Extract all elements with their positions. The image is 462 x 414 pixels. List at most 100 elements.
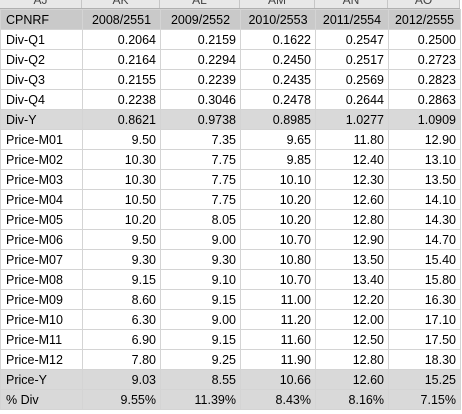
row-label: Price-M12: [0, 349, 83, 370]
cell: 10.30: [82, 169, 161, 190]
header-row: CPNRF 2008/2551 2009/2552 2010/2553 2011/255…: [0, 9, 461, 30]
cell: 11.90: [240, 349, 316, 370]
cell: 12.90: [315, 229, 389, 250]
cell: 11.00: [240, 289, 316, 310]
column-header-strip: AJ AK AL AM AN AO: [0, 0, 460, 9]
table-row: Div-Q3 0.2155 0.2239 0.2435 0.2569 0.2823: [0, 69, 461, 90]
header-cell: 2010/2553: [240, 9, 316, 30]
cell: 10.66: [240, 369, 316, 390]
cell: 10.20: [240, 209, 316, 230]
cell: 9.15: [160, 289, 241, 310]
cell: 9.00: [160, 229, 241, 250]
row-label: Price-M10: [0, 309, 83, 330]
cell: 12.80: [315, 349, 389, 370]
header-cell: 2008/2551: [82, 9, 161, 30]
cell: 15.40: [388, 249, 461, 270]
cell: 9.50: [82, 229, 161, 250]
cell: 11.39%: [160, 389, 241, 410]
cell: 7.75: [160, 149, 241, 170]
cell: 9.10: [160, 269, 241, 290]
row-label: Price-M08: [0, 269, 83, 290]
cell: 0.3046: [160, 89, 241, 110]
cell: 0.2517: [315, 49, 389, 70]
cell: 12.80: [315, 209, 389, 230]
cell: 0.2435: [240, 69, 316, 90]
cell: 0.2155: [82, 69, 161, 90]
row-label: Price-M09: [0, 289, 83, 310]
column-letter: AO: [388, 0, 460, 8]
cell: 0.2723: [388, 49, 461, 70]
row-label: Price-M02: [0, 149, 83, 170]
cell: 9.50: [82, 129, 161, 150]
cell: 0.2863: [388, 89, 461, 110]
table-row: Price-M08 9.15 9.10 10.70 13.40 15.80: [0, 269, 461, 290]
cell: 10.20: [240, 189, 316, 210]
row-label: Price-M06: [0, 229, 83, 250]
cell: 18.30: [388, 349, 461, 370]
cell: 15.25: [388, 369, 461, 390]
table-row: Price-M12 7.80 9.25 11.90 12.80 18.30: [0, 349, 461, 370]
cell: 14.30: [388, 209, 461, 230]
cell: 10.20: [82, 209, 161, 230]
row-label: Price-M01: [0, 129, 83, 150]
cell: 12.60: [315, 369, 389, 390]
cell: 10.70: [240, 269, 316, 290]
row-label: Price-M05: [0, 209, 83, 230]
column-letter: AM: [240, 0, 315, 8]
cell: 7.75: [160, 189, 241, 210]
cell: 12.00: [315, 309, 389, 330]
cell: 7.35: [160, 129, 241, 150]
cell: 9.00: [160, 309, 241, 330]
cell: 0.2569: [315, 69, 389, 90]
cell: 9.25: [160, 349, 241, 370]
cell: 0.2159: [160, 29, 241, 50]
cell: 14.70: [388, 229, 461, 250]
cell: 0.2450: [240, 49, 316, 70]
cell: 9.15: [160, 329, 241, 350]
cell: 0.2064: [82, 29, 161, 50]
table-row: Price-Y 9.03 8.55 10.66 12.60 15.25: [0, 369, 461, 390]
row-label: Price-M11: [0, 329, 83, 350]
row-label: Price-M03: [0, 169, 83, 190]
cell: 9.30: [160, 249, 241, 270]
cell: 6.90: [82, 329, 161, 350]
column-letter: AK: [82, 0, 160, 8]
row-label: Price-M07: [0, 249, 83, 270]
cell: 11.80: [315, 129, 389, 150]
cell: 11.60: [240, 329, 316, 350]
table-row: Price-M10 6.30 9.00 11.20 12.00 17.10: [0, 309, 461, 330]
cell: 1.0277: [315, 109, 389, 130]
cell: 0.2547: [315, 29, 389, 50]
cell: 12.40: [315, 149, 389, 170]
cell: 9.03: [82, 369, 161, 390]
header-label: CPNRF: [0, 9, 83, 30]
cell: 16.30: [388, 289, 461, 310]
row-label: Div-Q2: [0, 49, 83, 70]
cell: 9.55%: [82, 389, 161, 410]
table-row: Price-M02 10.30 7.75 9.85 12.40 13.10: [0, 149, 461, 170]
table-row: Price-M07 9.30 9.30 10.80 13.50 15.40: [0, 249, 461, 270]
table-row: Div-Q2 0.2164 0.2294 0.2450 0.2517 0.2723: [0, 49, 461, 70]
cell: 13.50: [315, 249, 389, 270]
header-cell: 2011/2554: [315, 9, 389, 30]
cell: 13.10: [388, 149, 461, 170]
cell: 13.40: [315, 269, 389, 290]
cell: 14.10: [388, 189, 461, 210]
cell: 6.30: [82, 309, 161, 330]
cell: 7.15%: [388, 389, 461, 410]
table-row: Price-M11 6.90 9.15 11.60 12.50 17.50: [0, 329, 461, 350]
table-row: Price-M03 10.30 7.75 10.10 12.30 13.50: [0, 169, 461, 190]
cell: 8.43%: [240, 389, 316, 410]
row-label: Div-Q4: [0, 89, 83, 110]
cell: 10.80: [240, 249, 316, 270]
cell: 0.1622: [240, 29, 316, 50]
cell: 7.75: [160, 169, 241, 190]
cell: 10.10: [240, 169, 316, 190]
column-letter: AN: [315, 0, 388, 8]
row-label: Price-Y: [0, 369, 83, 390]
cell: 10.30: [82, 149, 161, 170]
cell: 0.2239: [160, 69, 241, 90]
cell: 10.50: [82, 189, 161, 210]
row-label: Price-M04: [0, 189, 83, 210]
